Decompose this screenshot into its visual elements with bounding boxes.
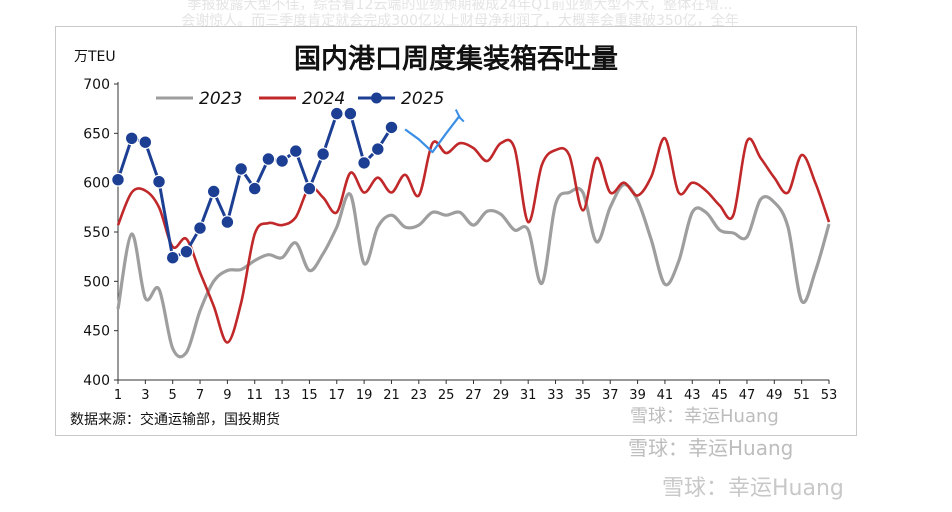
series-2025-point: [288, 144, 303, 158]
x-tick-label: 19: [356, 388, 373, 403]
x-tick-label: 11: [246, 388, 263, 403]
series-2024-line: [116, 136, 831, 344]
x-tick-label: 47: [739, 388, 756, 403]
watermark-3: 雪球：幸运Huang: [662, 476, 844, 501]
x-tick-label: 53: [821, 388, 838, 403]
y-tick-label: 600: [83, 176, 110, 192]
x-tick-label: 39: [629, 388, 646, 403]
background-text-line-2: 会谢惊人。而三季度肯定就会完成300亿以上财母净利润了，大概率会重建破350亿，…: [181, 13, 739, 29]
y-tick-label: 650: [83, 126, 110, 142]
series-2025-point: [343, 106, 358, 121]
projection-arrowhead: [454, 109, 465, 123]
series-2025-point: [165, 250, 180, 265]
series-2025-point: [261, 152, 276, 166]
series-2025-point: [206, 184, 221, 199]
chart-canvas: 万TEU 国内港口周度集装箱吞吐量 400 450 500 550 600 650 700 1…: [70, 43, 837, 428]
x-tick-label: 13: [274, 388, 291, 403]
watermark-2: 雪球：幸运Huang: [628, 436, 794, 460]
x-tick-label: 1: [114, 388, 122, 403]
x-tick-label: 31: [520, 388, 537, 403]
series-2025-point: [247, 181, 262, 196]
x-tick-label: 33: [547, 388, 564, 403]
series-2025-point: [316, 147, 331, 161]
x-tick-label: 9: [223, 388, 231, 403]
x-tick-label: 49: [766, 388, 783, 403]
x-tick-label: 51: [793, 388, 810, 403]
x-tick-label: 27: [465, 388, 482, 403]
x-tick-label: 29: [493, 388, 510, 403]
chart-frame: 万TEU 国内港口周度集装箱吞吐量 400 450 500 550 600 650 700 1…: [55, 26, 857, 436]
x-tick-label: 7: [196, 388, 204, 403]
x-tick-label: 5: [169, 388, 177, 403]
series-2025-point: [124, 131, 139, 146]
series-2025-point: [111, 172, 125, 187]
x-tick-label: 17: [328, 388, 345, 403]
x-tick-label: 15: [301, 388, 318, 403]
series-2025-point: [220, 215, 235, 230]
series-layer: [111, 106, 831, 359]
series-2025-point: [329, 106, 344, 121]
legend-label-2025: 2025: [401, 89, 444, 109]
x-tick-label: 41: [657, 388, 674, 403]
background-text-line-1: 季报披露大型不佳，综合看12云端的业绩预期被成24年Q1前业绩大型不大，整体在增…: [187, 0, 733, 13]
series-2025-point: [193, 221, 207, 236]
y-tick-label: 450: [83, 324, 110, 340]
x-tick-label: 43: [684, 388, 701, 403]
series-2025-point: [275, 154, 290, 168]
series-2025-point: [234, 161, 249, 176]
legend-label-2023: 2023: [199, 89, 242, 109]
y-tick-label: 700: [83, 77, 110, 93]
series-2025-point: [138, 135, 153, 150]
x-tick-label: 23: [411, 388, 428, 403]
series-2025-point: [152, 174, 166, 189]
y-tick-label: 500: [83, 274, 110, 290]
unit-label: 万TEU: [74, 49, 116, 65]
legend: 2023 2024 2025: [156, 89, 444, 109]
x-tick-label: 3: [141, 388, 149, 403]
watermark-1: 雪球：幸运Huang: [630, 406, 779, 427]
series-2023-line: [116, 182, 831, 359]
x-tick-label: 35: [575, 388, 592, 403]
series-2025-point: [302, 181, 317, 196]
y-tick-label: 400: [83, 373, 110, 389]
series-2025-projection-line: [404, 114, 461, 154]
series-2025-point: [179, 244, 194, 259]
legend-label-2024: 2024: [302, 89, 345, 109]
series-2025-point: [357, 155, 372, 170]
series-2025-point: [384, 120, 399, 135]
legend-marker-2025: [371, 92, 382, 104]
x-tick-label: 21: [383, 388, 400, 403]
source-note: 数据来源：交通运输部，国投期货: [70, 411, 280, 428]
x-tick-label: 37: [602, 388, 619, 403]
x-tick-label: 25: [438, 388, 455, 403]
series-2025-point: [370, 142, 385, 156]
x-tick-label: 45: [711, 388, 728, 403]
y-tick-label: 550: [83, 225, 110, 241]
chart-title: 国内港口周度集装箱吞吐量: [294, 43, 618, 75]
